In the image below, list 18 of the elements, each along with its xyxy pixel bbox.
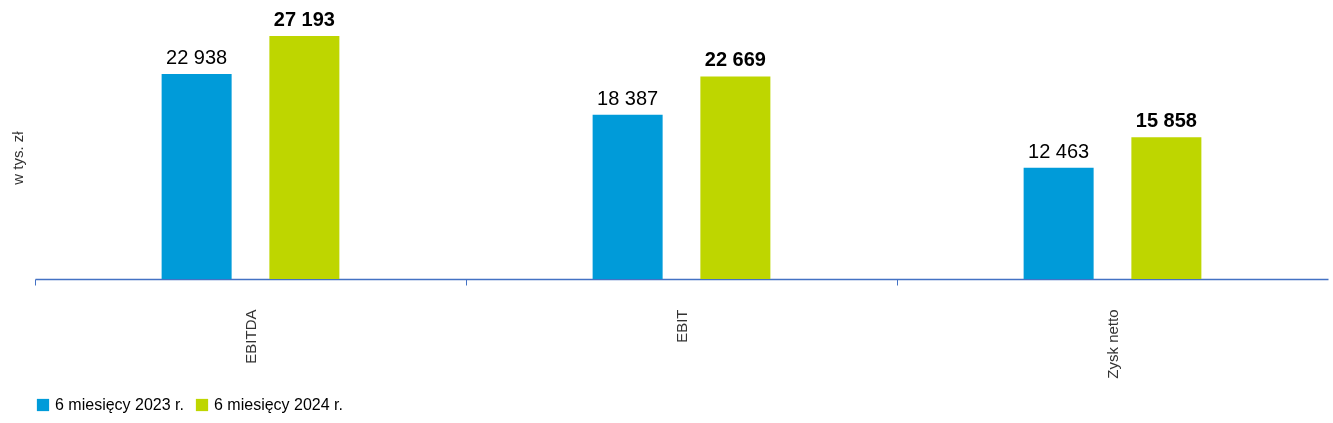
bar xyxy=(1131,137,1202,279)
legend-label: 6 miesięcy 2024 r. xyxy=(214,396,343,413)
x-tick-label: EBIT xyxy=(672,309,690,343)
data-label: 18 387 xyxy=(597,86,659,109)
bar xyxy=(700,76,771,279)
legend-label: 6 miesięcy 2023 r. xyxy=(55,396,184,413)
bar xyxy=(592,114,663,279)
bar xyxy=(1023,167,1094,279)
data-label: 12 463 xyxy=(1028,139,1090,162)
bar xyxy=(161,74,232,279)
x-tick-label: Zysk netto xyxy=(1103,309,1121,379)
x-tick-label: EBITDA xyxy=(241,309,259,364)
data-label: 15 858 xyxy=(1135,109,1197,132)
bar xyxy=(269,36,340,279)
data-label: 27 193 xyxy=(273,8,335,30)
data-label: 22 938 xyxy=(166,46,228,69)
data-label: 22 669 xyxy=(704,48,766,71)
y-axis-title: w tys. zł xyxy=(8,130,26,186)
